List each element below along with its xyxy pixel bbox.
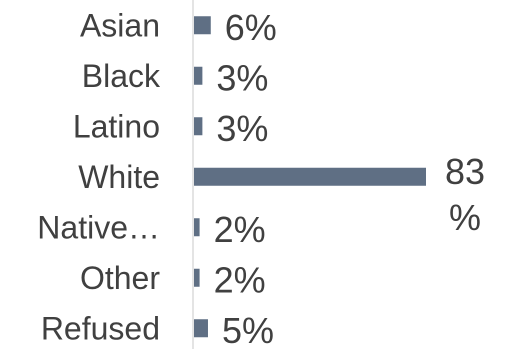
value-label: 83% [445,150,485,237]
bar [194,117,203,136]
bar [194,66,203,85]
value-label: 3% [216,57,268,98]
value-label: 2% [214,259,266,300]
bars [194,16,426,338]
bar [194,167,426,186]
value-label: 6% [225,7,277,48]
category-labels: Asian Black Latino White Native… Other Refused [37,7,161,346]
value-label: 2% [214,209,266,250]
bar [194,16,211,35]
category-label: Black [82,58,161,94]
bar [194,218,200,237]
category-label: Latino [73,108,160,144]
value-label: 5% [222,310,274,349]
category-label: Refused [41,310,160,346]
value-labels: 6% 3% 3% 83 % 2% 2% 5% [214,7,485,349]
bar [194,268,200,287]
category-label: White [78,159,160,195]
value-label: 3% [216,108,268,149]
category-label: Native… [37,209,160,245]
category-label: Asian [80,7,160,43]
bar [194,319,208,338]
category-label: Other [80,260,160,296]
